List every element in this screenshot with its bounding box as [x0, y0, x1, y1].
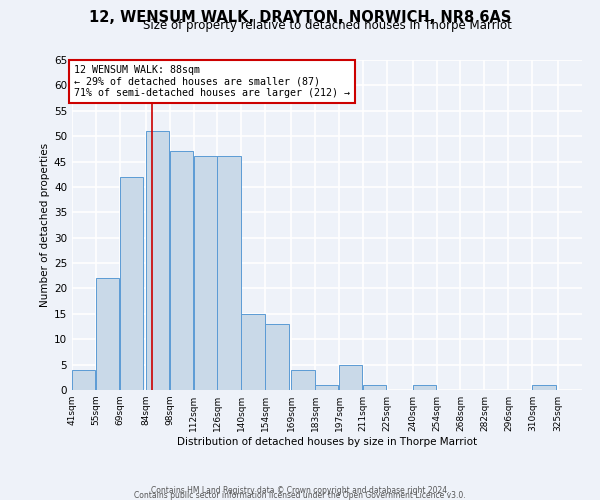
- Bar: [72, 370, 95, 390]
- Text: Contains public sector information licensed under the Open Government Licence v3: Contains public sector information licen…: [134, 491, 466, 500]
- Text: 12 WENSUM WALK: 88sqm
← 29% of detached houses are smaller (87)
71% of semi-deta: 12 WENSUM WALK: 88sqm ← 29% of detached …: [74, 65, 350, 98]
- Bar: [96, 278, 119, 390]
- Text: Contains HM Land Registry data © Crown copyright and database right 2024.: Contains HM Land Registry data © Crown c…: [151, 486, 449, 495]
- Y-axis label: Number of detached properties: Number of detached properties: [40, 143, 50, 307]
- X-axis label: Distribution of detached houses by size in Thorpe Marriot: Distribution of detached houses by size …: [177, 437, 477, 447]
- Title: Size of property relative to detached houses in Thorpe Marriot: Size of property relative to detached ho…: [143, 20, 511, 32]
- Bar: [291, 370, 314, 390]
- Text: 12, WENSUM WALK, DRAYTON, NORWICH, NR8 6AS: 12, WENSUM WALK, DRAYTON, NORWICH, NR8 6…: [89, 10, 511, 25]
- Bar: [413, 385, 436, 390]
- Bar: [241, 314, 265, 390]
- Bar: [170, 152, 193, 390]
- Bar: [339, 364, 362, 390]
- Bar: [265, 324, 289, 390]
- Bar: [217, 156, 241, 390]
- Bar: [194, 156, 217, 390]
- Bar: [532, 385, 556, 390]
- Bar: [363, 385, 386, 390]
- Bar: [120, 177, 143, 390]
- Bar: [315, 385, 338, 390]
- Bar: [146, 131, 169, 390]
